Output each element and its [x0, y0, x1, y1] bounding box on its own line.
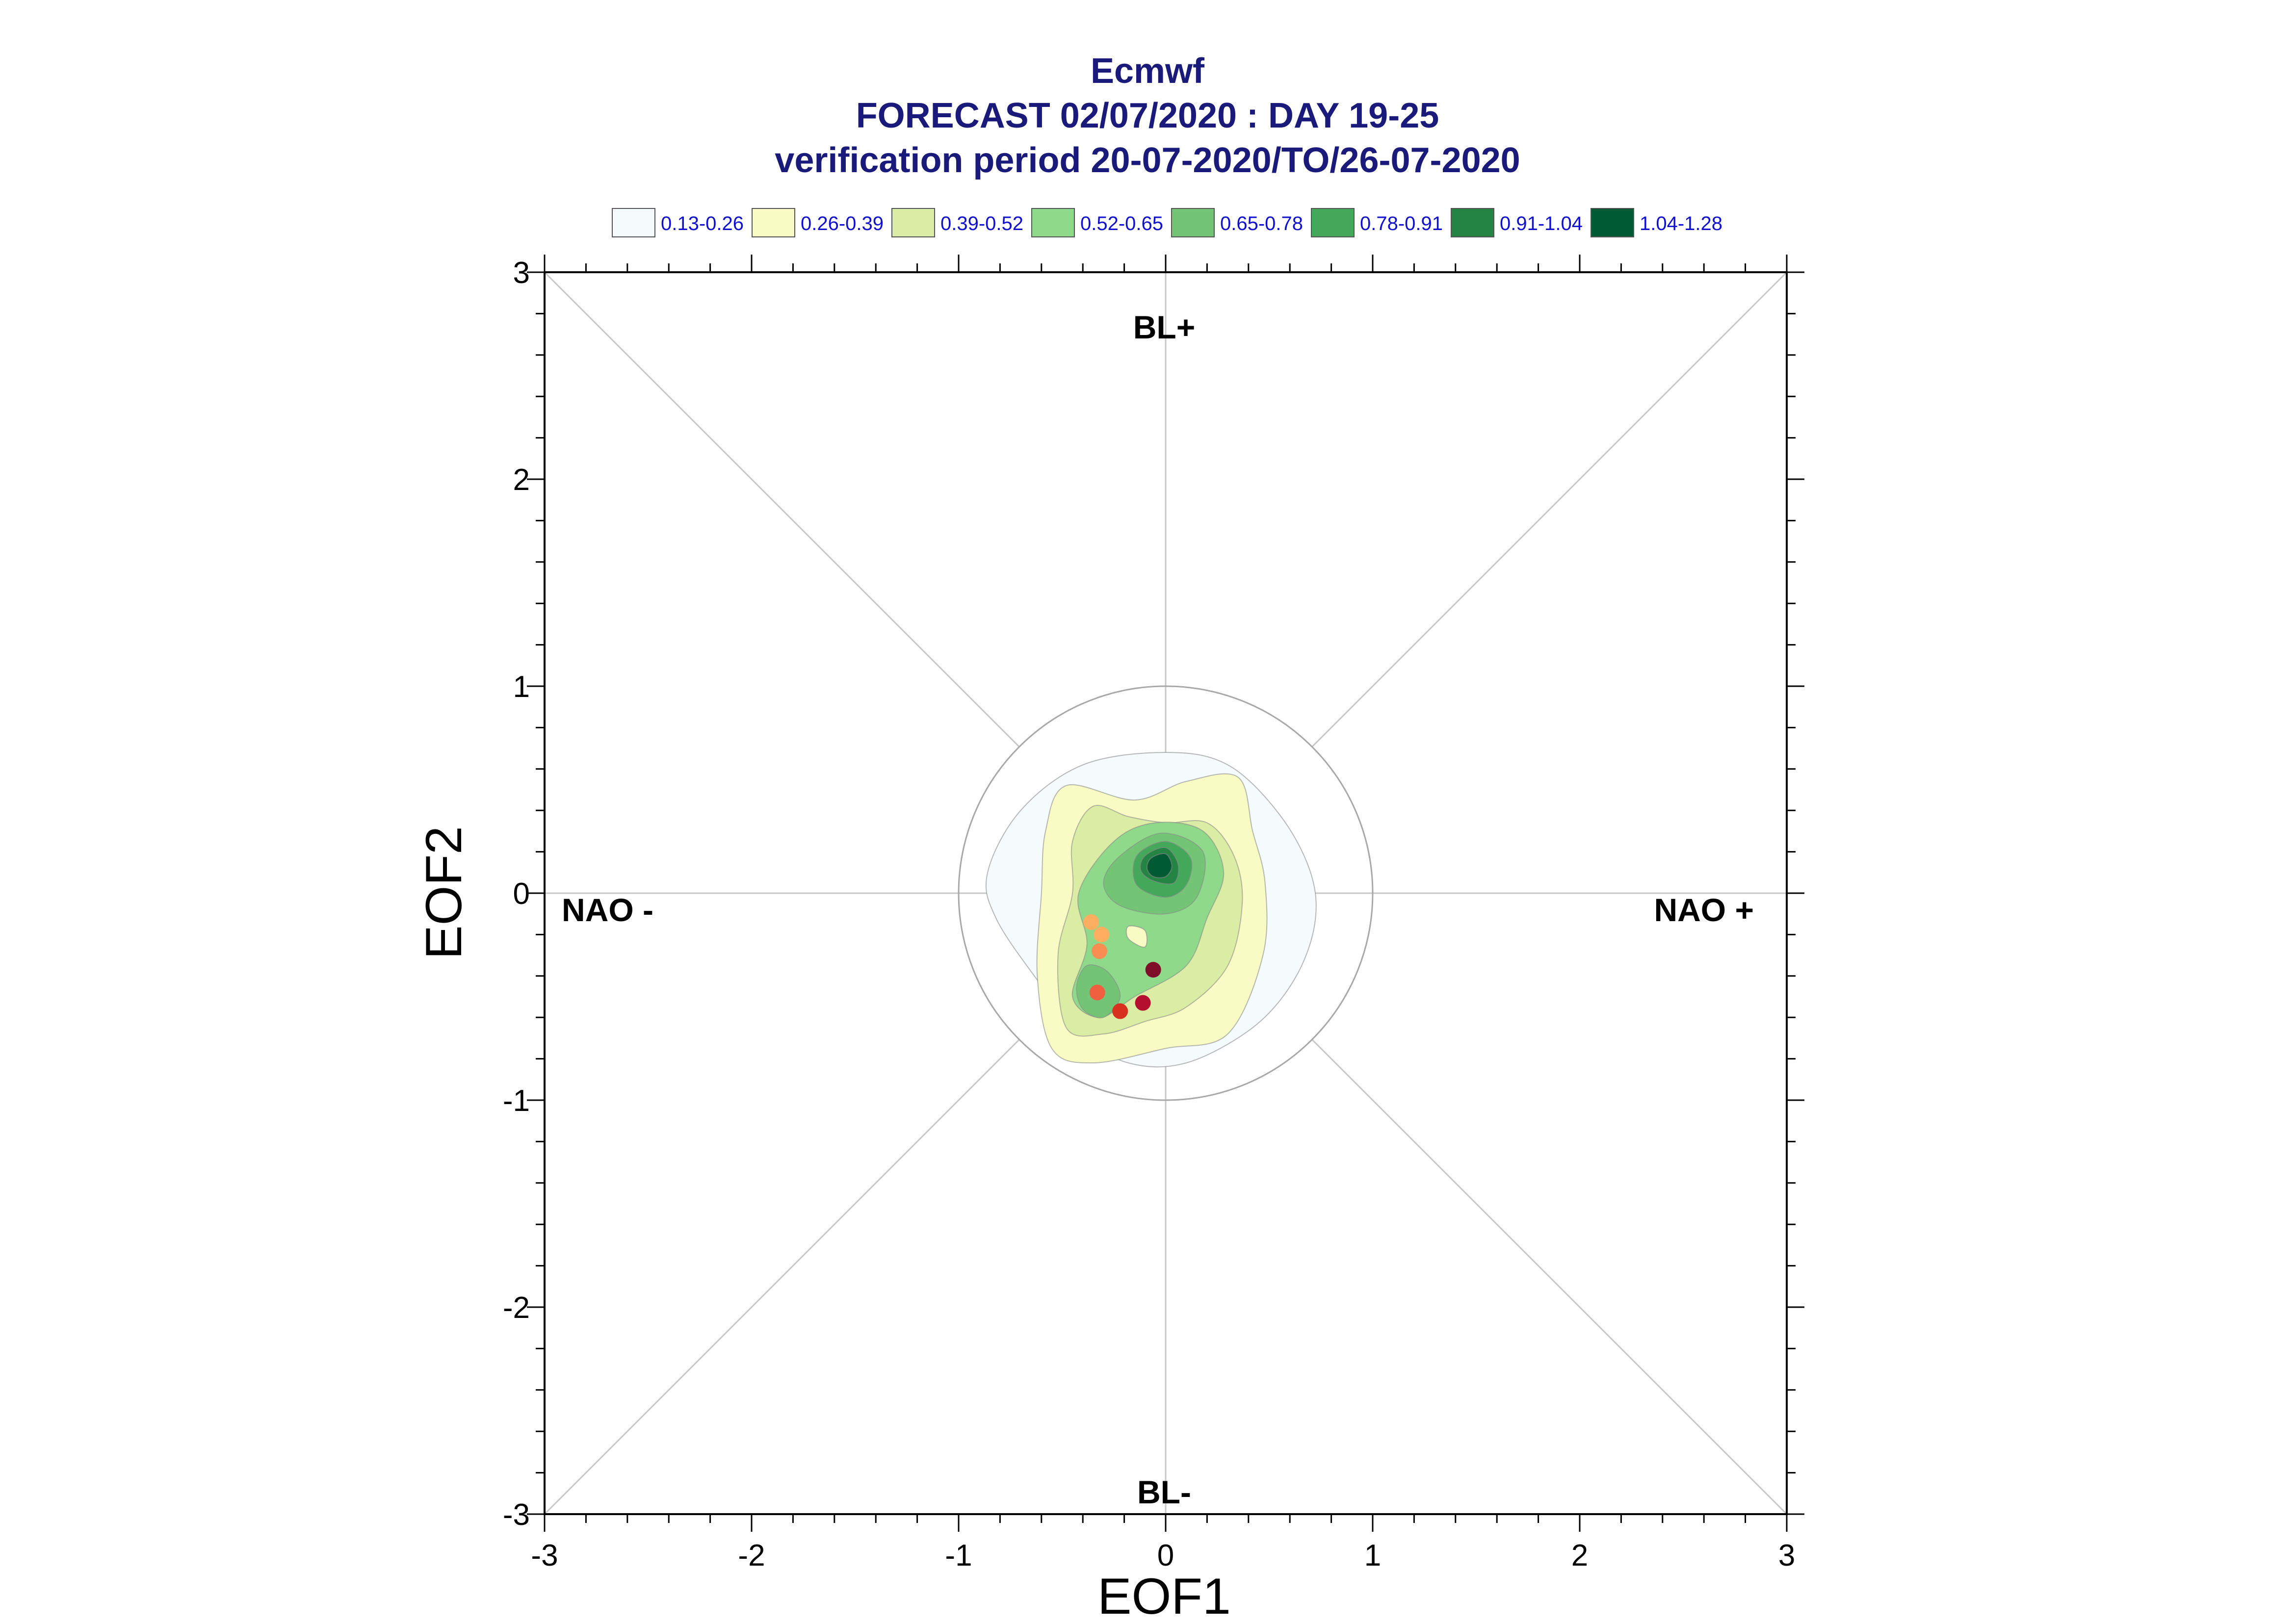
title-line-1: Ecmwf — [1090, 52, 1205, 91]
legend-swatch — [1451, 208, 1494, 237]
y-tick-label: -3 — [503, 1498, 530, 1532]
data-point — [1083, 914, 1099, 930]
legend-swatch — [1031, 208, 1075, 237]
x-tick-label: 2 — [1571, 1539, 1588, 1572]
legend-swatch — [1311, 208, 1355, 237]
legend-label: 1.04-1.28 — [1640, 213, 1722, 234]
legend-label: 0.39-0.52 — [940, 213, 1023, 234]
density-contour-hole — [1125, 925, 1148, 948]
x-tick-label: 1 — [1364, 1539, 1381, 1572]
x-tick-label: 3 — [1778, 1539, 1795, 1572]
regime-label-top: BL+ — [1133, 309, 1196, 345]
title-line-2: FORECAST 02/07/2020 : DAY 19-25 — [856, 96, 1439, 135]
data-point — [1145, 962, 1161, 978]
density-contour — [1146, 853, 1173, 878]
plot-area — [544, 271, 1788, 1515]
reference-circle — [958, 685, 1374, 1101]
legend-label: 0.52-0.65 — [1080, 213, 1163, 234]
y-tick-label: 0 — [513, 877, 530, 911]
title-line-3: verification period 20-07-2020/TO/26-07-… — [775, 141, 1520, 180]
x-tick-label: 0 — [1157, 1539, 1174, 1572]
y-tick-label: 3 — [513, 256, 530, 290]
y-tick-label: -1 — [503, 1084, 530, 1118]
legend-label: 0.26-0.39 — [801, 213, 884, 234]
legend-swatch — [612, 208, 655, 237]
legend-label: 0.91-1.04 — [1500, 213, 1583, 234]
legend-swatch — [891, 208, 935, 237]
data-point — [1094, 927, 1110, 943]
data-point — [1091, 943, 1107, 959]
data-point — [1135, 995, 1151, 1011]
regime-label-left: NAO - — [562, 892, 653, 928]
axes: -3 -2 -1 0 1 2 3 -3 -2 -1 0 1 2 3 — [503, 255, 1804, 1572]
x-axis-label: EOF1 — [1097, 1568, 1231, 1624]
legend-swatch — [752, 208, 795, 237]
data-point — [1089, 984, 1105, 1001]
x-tick-label: -1 — [945, 1539, 972, 1572]
y-axis-label: EOF2 — [416, 826, 472, 959]
y-tick-label: 1 — [513, 670, 530, 704]
chart-title: Ecmwf FORECAST 02/07/2020 : DAY 19-25 ve… — [0, 49, 2295, 183]
legend-label: 0.13-0.26 — [661, 213, 744, 234]
regime-label-bottom: BL- — [1137, 1474, 1191, 1510]
y-tick-label: -2 — [503, 1291, 530, 1325]
x-tick-label: -3 — [531, 1539, 558, 1572]
legend: 0.13-0.26 0.26-0.39 0.39-0.52 0.52-0.65 0.65… — [612, 208, 1722, 237]
legend-swatch — [1171, 208, 1215, 237]
data-point — [1112, 1003, 1128, 1019]
y-tick-label: 2 — [513, 463, 530, 497]
legend-swatch — [1591, 208, 1634, 237]
x-tick-label: -2 — [738, 1539, 765, 1572]
legend-label: 0.78-0.91 — [1360, 213, 1443, 234]
regime-label-right: NAO + — [1654, 892, 1754, 928]
legend-label: 0.65-0.78 — [1220, 213, 1303, 234]
